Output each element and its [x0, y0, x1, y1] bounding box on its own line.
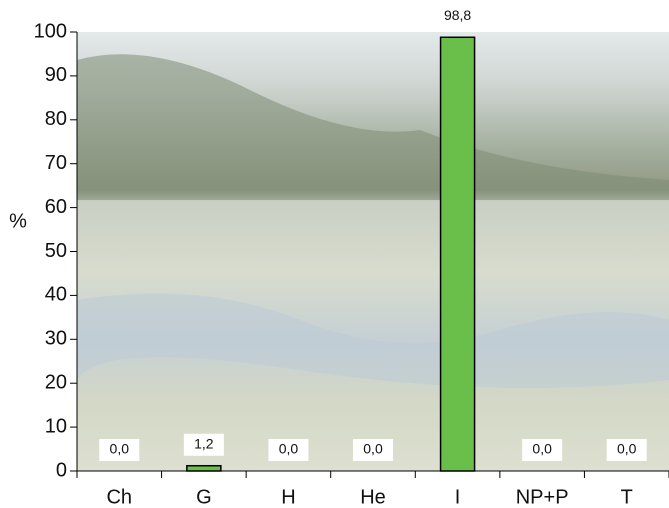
- value-label-box: [99, 439, 140, 461]
- y-tick-label: 80: [45, 108, 67, 130]
- hill: [77, 54, 669, 201]
- x-tick-label: G: [196, 486, 212, 508]
- value-label-box: [268, 439, 309, 461]
- y-tick-label: 50: [45, 240, 67, 262]
- x-tick-label: H: [281, 486, 295, 508]
- y-tick-label: 10: [45, 415, 67, 437]
- value-label-box: [606, 439, 647, 461]
- water: [77, 293, 669, 388]
- value-label: 0,0: [110, 441, 130, 457]
- value-label: 0,0: [532, 441, 552, 457]
- y-tick-label: 70: [45, 152, 67, 174]
- value-label: 98,8: [444, 7, 471, 23]
- x-tick-label: He: [360, 486, 386, 508]
- x-tick-label: I: [455, 486, 461, 508]
- value-label: 0,0: [617, 441, 637, 457]
- x-tick-label: T: [621, 486, 633, 508]
- value-label-box: [522, 439, 563, 461]
- value-label-box: [353, 439, 393, 461]
- value-label-box: [437, 5, 478, 28]
- y-tick-label: 90: [45, 64, 67, 86]
- y-tick-label: 20: [45, 371, 67, 393]
- value-label: 1,2: [194, 435, 214, 451]
- value-label: 0,0: [363, 441, 383, 457]
- y-axis-label: %: [9, 210, 27, 232]
- bar: [439, 36, 476, 472]
- value-label-box: [183, 433, 224, 456]
- y-tick-label: 100: [34, 20, 67, 42]
- y-tick-label: 60: [45, 196, 67, 218]
- y-tick-label: 40: [45, 284, 67, 306]
- y-tick-label: 0: [56, 459, 67, 481]
- x-tick-label: NP+P: [516, 486, 569, 508]
- bar: [186, 464, 222, 472]
- y-tick-label: 30: [45, 328, 67, 350]
- value-label: 0,0: [279, 441, 299, 457]
- x-tick-label: Ch: [106, 486, 132, 508]
